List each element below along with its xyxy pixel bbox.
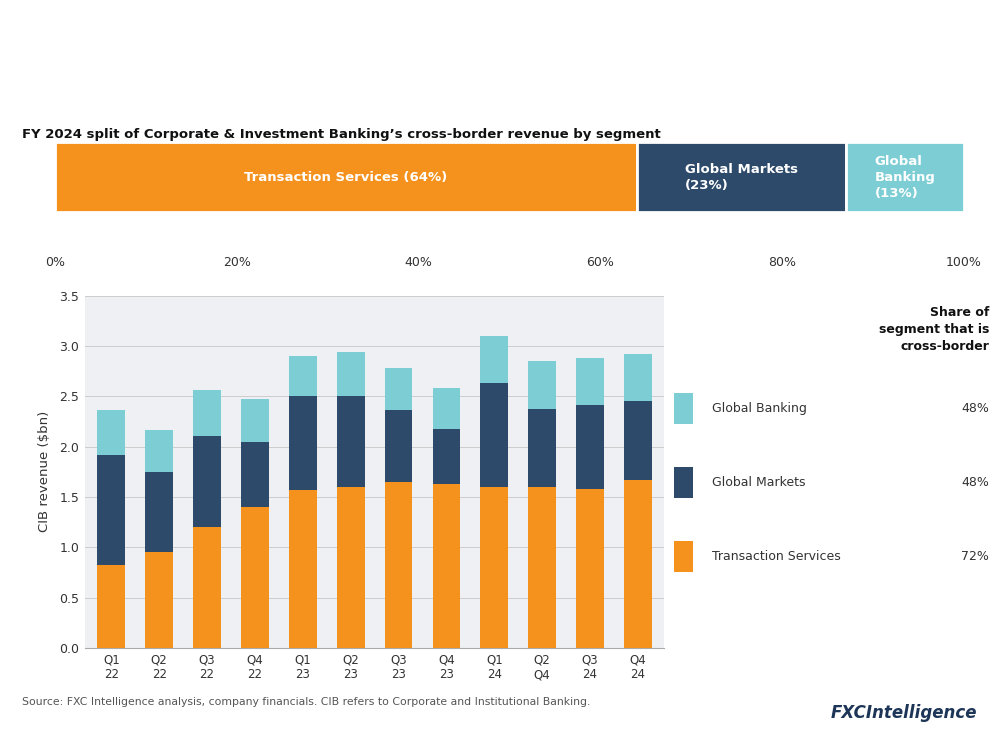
Bar bbox=[193, 390, 221, 436]
Bar bbox=[55, 142, 636, 212]
Bar bbox=[145, 552, 173, 648]
Bar bbox=[337, 487, 365, 648]
Text: Global Markets
(23%): Global Markets (23%) bbox=[684, 163, 798, 192]
Bar bbox=[433, 484, 461, 648]
Bar bbox=[576, 405, 604, 489]
Bar bbox=[337, 352, 365, 396]
Bar bbox=[481, 487, 508, 648]
Bar bbox=[528, 361, 556, 408]
Bar bbox=[193, 436, 221, 527]
Y-axis label: CIB revenue ($bn): CIB revenue ($bn) bbox=[38, 411, 51, 533]
Text: 0%: 0% bbox=[45, 255, 65, 268]
Bar bbox=[528, 408, 556, 487]
Bar bbox=[385, 369, 413, 410]
Bar bbox=[241, 507, 269, 648]
Bar bbox=[674, 541, 692, 572]
Bar bbox=[193, 527, 221, 648]
Text: Standard Chartered CIB cross-border share and revenue by segment: Standard Chartered CIB cross-border shar… bbox=[22, 84, 623, 102]
Bar bbox=[481, 383, 508, 487]
Text: Source: FXC Intelligence analysis, company financials. CIB refers to Corporate a: Source: FXC Intelligence analysis, compa… bbox=[22, 697, 590, 706]
Text: 20%: 20% bbox=[223, 255, 251, 268]
Bar bbox=[576, 358, 604, 405]
Bar bbox=[97, 565, 125, 648]
Bar bbox=[674, 392, 692, 425]
Text: FY 2024 split of Corporate & Investment Banking’s cross-border revenue by segmen: FY 2024 split of Corporate & Investment … bbox=[22, 128, 660, 142]
Text: Global Banking: Global Banking bbox=[711, 402, 806, 415]
Bar bbox=[481, 336, 508, 383]
Bar bbox=[289, 396, 317, 490]
Bar bbox=[97, 410, 125, 455]
Bar bbox=[636, 142, 846, 212]
Text: 72%: 72% bbox=[961, 550, 989, 562]
Text: 80%: 80% bbox=[768, 255, 796, 268]
Bar bbox=[145, 430, 173, 472]
Bar bbox=[289, 490, 317, 648]
Bar bbox=[433, 428, 461, 484]
Bar bbox=[337, 396, 365, 487]
Bar bbox=[624, 401, 652, 480]
Text: 48%: 48% bbox=[961, 476, 989, 489]
Text: Transaction Services: Transaction Services bbox=[711, 550, 840, 562]
Bar bbox=[97, 455, 125, 565]
Text: 40%: 40% bbox=[405, 255, 433, 268]
Bar bbox=[241, 442, 269, 507]
Text: SC’s Transaction Services lead CIB cross-border revenue: SC’s Transaction Services lead CIB cross… bbox=[22, 25, 793, 49]
Text: Transaction Services (64%): Transaction Services (64%) bbox=[244, 171, 448, 184]
Bar bbox=[528, 487, 556, 648]
Text: Global Markets: Global Markets bbox=[711, 476, 805, 489]
Text: 100%: 100% bbox=[946, 255, 982, 268]
Bar bbox=[241, 399, 269, 442]
Text: Global
Banking
(13%): Global Banking (13%) bbox=[874, 154, 935, 199]
Bar bbox=[385, 482, 413, 648]
Bar bbox=[289, 357, 317, 396]
Bar bbox=[624, 354, 652, 401]
Text: FXCIntelligence: FXCIntelligence bbox=[830, 704, 977, 722]
Bar bbox=[433, 389, 461, 428]
Bar bbox=[385, 410, 413, 482]
Bar bbox=[576, 489, 604, 648]
Bar bbox=[145, 472, 173, 552]
Text: Share of
segment that is
cross-border: Share of segment that is cross-border bbox=[879, 306, 989, 354]
Bar bbox=[624, 480, 652, 648]
Bar bbox=[846, 142, 964, 212]
Text: 48%: 48% bbox=[961, 402, 989, 415]
Text: 60%: 60% bbox=[586, 255, 614, 268]
Bar bbox=[674, 467, 692, 498]
